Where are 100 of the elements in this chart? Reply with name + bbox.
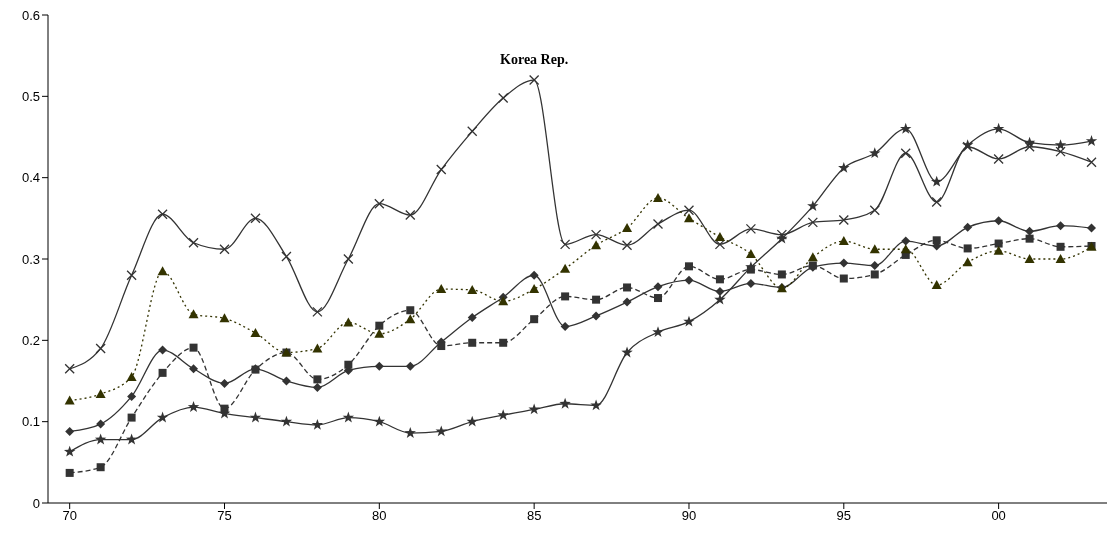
point xyxy=(1056,242,1065,251)
point xyxy=(869,244,880,254)
point xyxy=(220,404,229,413)
point xyxy=(714,232,725,242)
point xyxy=(807,252,818,262)
point xyxy=(622,297,632,307)
point xyxy=(1085,135,1098,146)
point xyxy=(776,232,788,244)
point xyxy=(436,164,447,175)
point xyxy=(591,311,601,321)
y-tick-label: 0.5 xyxy=(21,88,40,104)
point xyxy=(529,74,540,86)
point xyxy=(374,361,384,371)
point xyxy=(249,411,262,423)
point xyxy=(745,223,757,235)
point xyxy=(189,343,198,352)
point xyxy=(683,205,695,216)
point xyxy=(127,413,136,422)
point xyxy=(65,468,74,477)
point xyxy=(1087,223,1097,233)
point xyxy=(498,92,509,104)
point xyxy=(838,214,849,226)
point xyxy=(497,409,509,421)
point xyxy=(1025,226,1035,236)
point xyxy=(560,263,571,273)
point xyxy=(559,239,571,250)
point xyxy=(1054,139,1067,150)
point xyxy=(963,222,973,232)
point xyxy=(777,270,786,279)
point xyxy=(994,239,1003,248)
point xyxy=(622,223,633,233)
annotation: Korea Rep. xyxy=(500,52,569,68)
point xyxy=(870,270,879,279)
point xyxy=(994,216,1004,226)
point xyxy=(930,175,943,187)
point xyxy=(187,401,200,412)
x-tick-label: 80 xyxy=(372,508,387,524)
point xyxy=(94,433,107,445)
y-tick-label: 0.6 xyxy=(21,7,40,23)
point xyxy=(529,284,540,294)
point xyxy=(528,403,540,415)
point xyxy=(962,257,973,267)
point xyxy=(746,265,755,274)
point xyxy=(654,294,663,303)
point xyxy=(590,229,602,240)
point xyxy=(65,426,75,436)
point xyxy=(313,375,322,384)
point xyxy=(95,343,106,354)
point xyxy=(683,213,694,223)
point xyxy=(931,280,942,290)
point xyxy=(64,395,75,405)
point xyxy=(467,284,478,294)
point xyxy=(435,425,447,437)
point xyxy=(746,278,756,288)
point xyxy=(1056,221,1066,231)
point xyxy=(498,296,509,306)
point xyxy=(1055,254,1066,263)
point xyxy=(652,326,664,338)
point xyxy=(900,148,911,159)
point xyxy=(63,445,76,457)
point xyxy=(157,209,168,220)
point xyxy=(869,147,881,159)
y-tick-label: 0.4 xyxy=(21,170,40,186)
point xyxy=(312,306,323,318)
point xyxy=(281,376,291,386)
point xyxy=(312,383,322,393)
point xyxy=(189,364,199,374)
point xyxy=(592,295,601,304)
point xyxy=(126,270,137,281)
point xyxy=(157,266,168,276)
point xyxy=(992,122,1005,134)
point xyxy=(993,245,1004,255)
point xyxy=(219,313,230,323)
point xyxy=(714,239,726,250)
point xyxy=(869,205,880,216)
point xyxy=(343,253,354,265)
point xyxy=(374,328,385,338)
point xyxy=(1024,141,1035,152)
point xyxy=(839,258,849,268)
point xyxy=(311,418,324,430)
point xyxy=(530,315,539,324)
point xyxy=(281,251,292,262)
point xyxy=(715,275,724,284)
point xyxy=(280,415,293,427)
point xyxy=(590,399,602,411)
point xyxy=(188,237,199,248)
x-tick-label: 75 xyxy=(217,508,232,524)
point xyxy=(405,314,416,324)
point xyxy=(96,419,106,429)
point xyxy=(931,196,942,208)
point xyxy=(870,261,880,271)
y-tick-label: 0.3 xyxy=(21,251,40,267)
point xyxy=(591,240,602,250)
point xyxy=(1086,157,1097,168)
point xyxy=(375,321,384,330)
point xyxy=(250,213,261,224)
point xyxy=(437,342,446,351)
point xyxy=(621,346,633,358)
y-tick-label: 0 xyxy=(32,495,40,511)
point xyxy=(96,463,105,472)
